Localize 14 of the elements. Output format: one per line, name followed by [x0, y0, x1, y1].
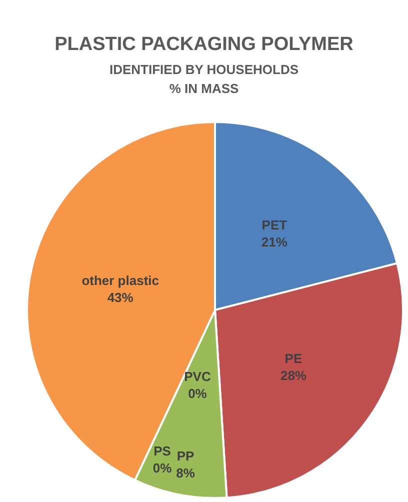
slice-label: PE	[284, 351, 302, 366]
text: 0%	[152, 460, 172, 476]
chart-title: PLASTIC PACKAGING POLYMER	[54, 34, 354, 55]
chart-subtitle: IDENTIFIED BY HOUSEHOLDS % IN MASS	[109, 62, 299, 96]
slice-label: PET	[262, 217, 288, 232]
slice-label: other plastic	[82, 272, 159, 288]
category-label: PS	[154, 444, 171, 459]
category-label: PVC	[184, 368, 211, 384]
data-label: 21%	[261, 234, 288, 250]
slice-label: PP	[176, 448, 195, 464]
data-label: 43%	[107, 290, 134, 305]
text: 0%	[188, 386, 207, 401]
data-label: 28%	[280, 368, 307, 384]
data-label: 8%	[176, 465, 196, 480]
